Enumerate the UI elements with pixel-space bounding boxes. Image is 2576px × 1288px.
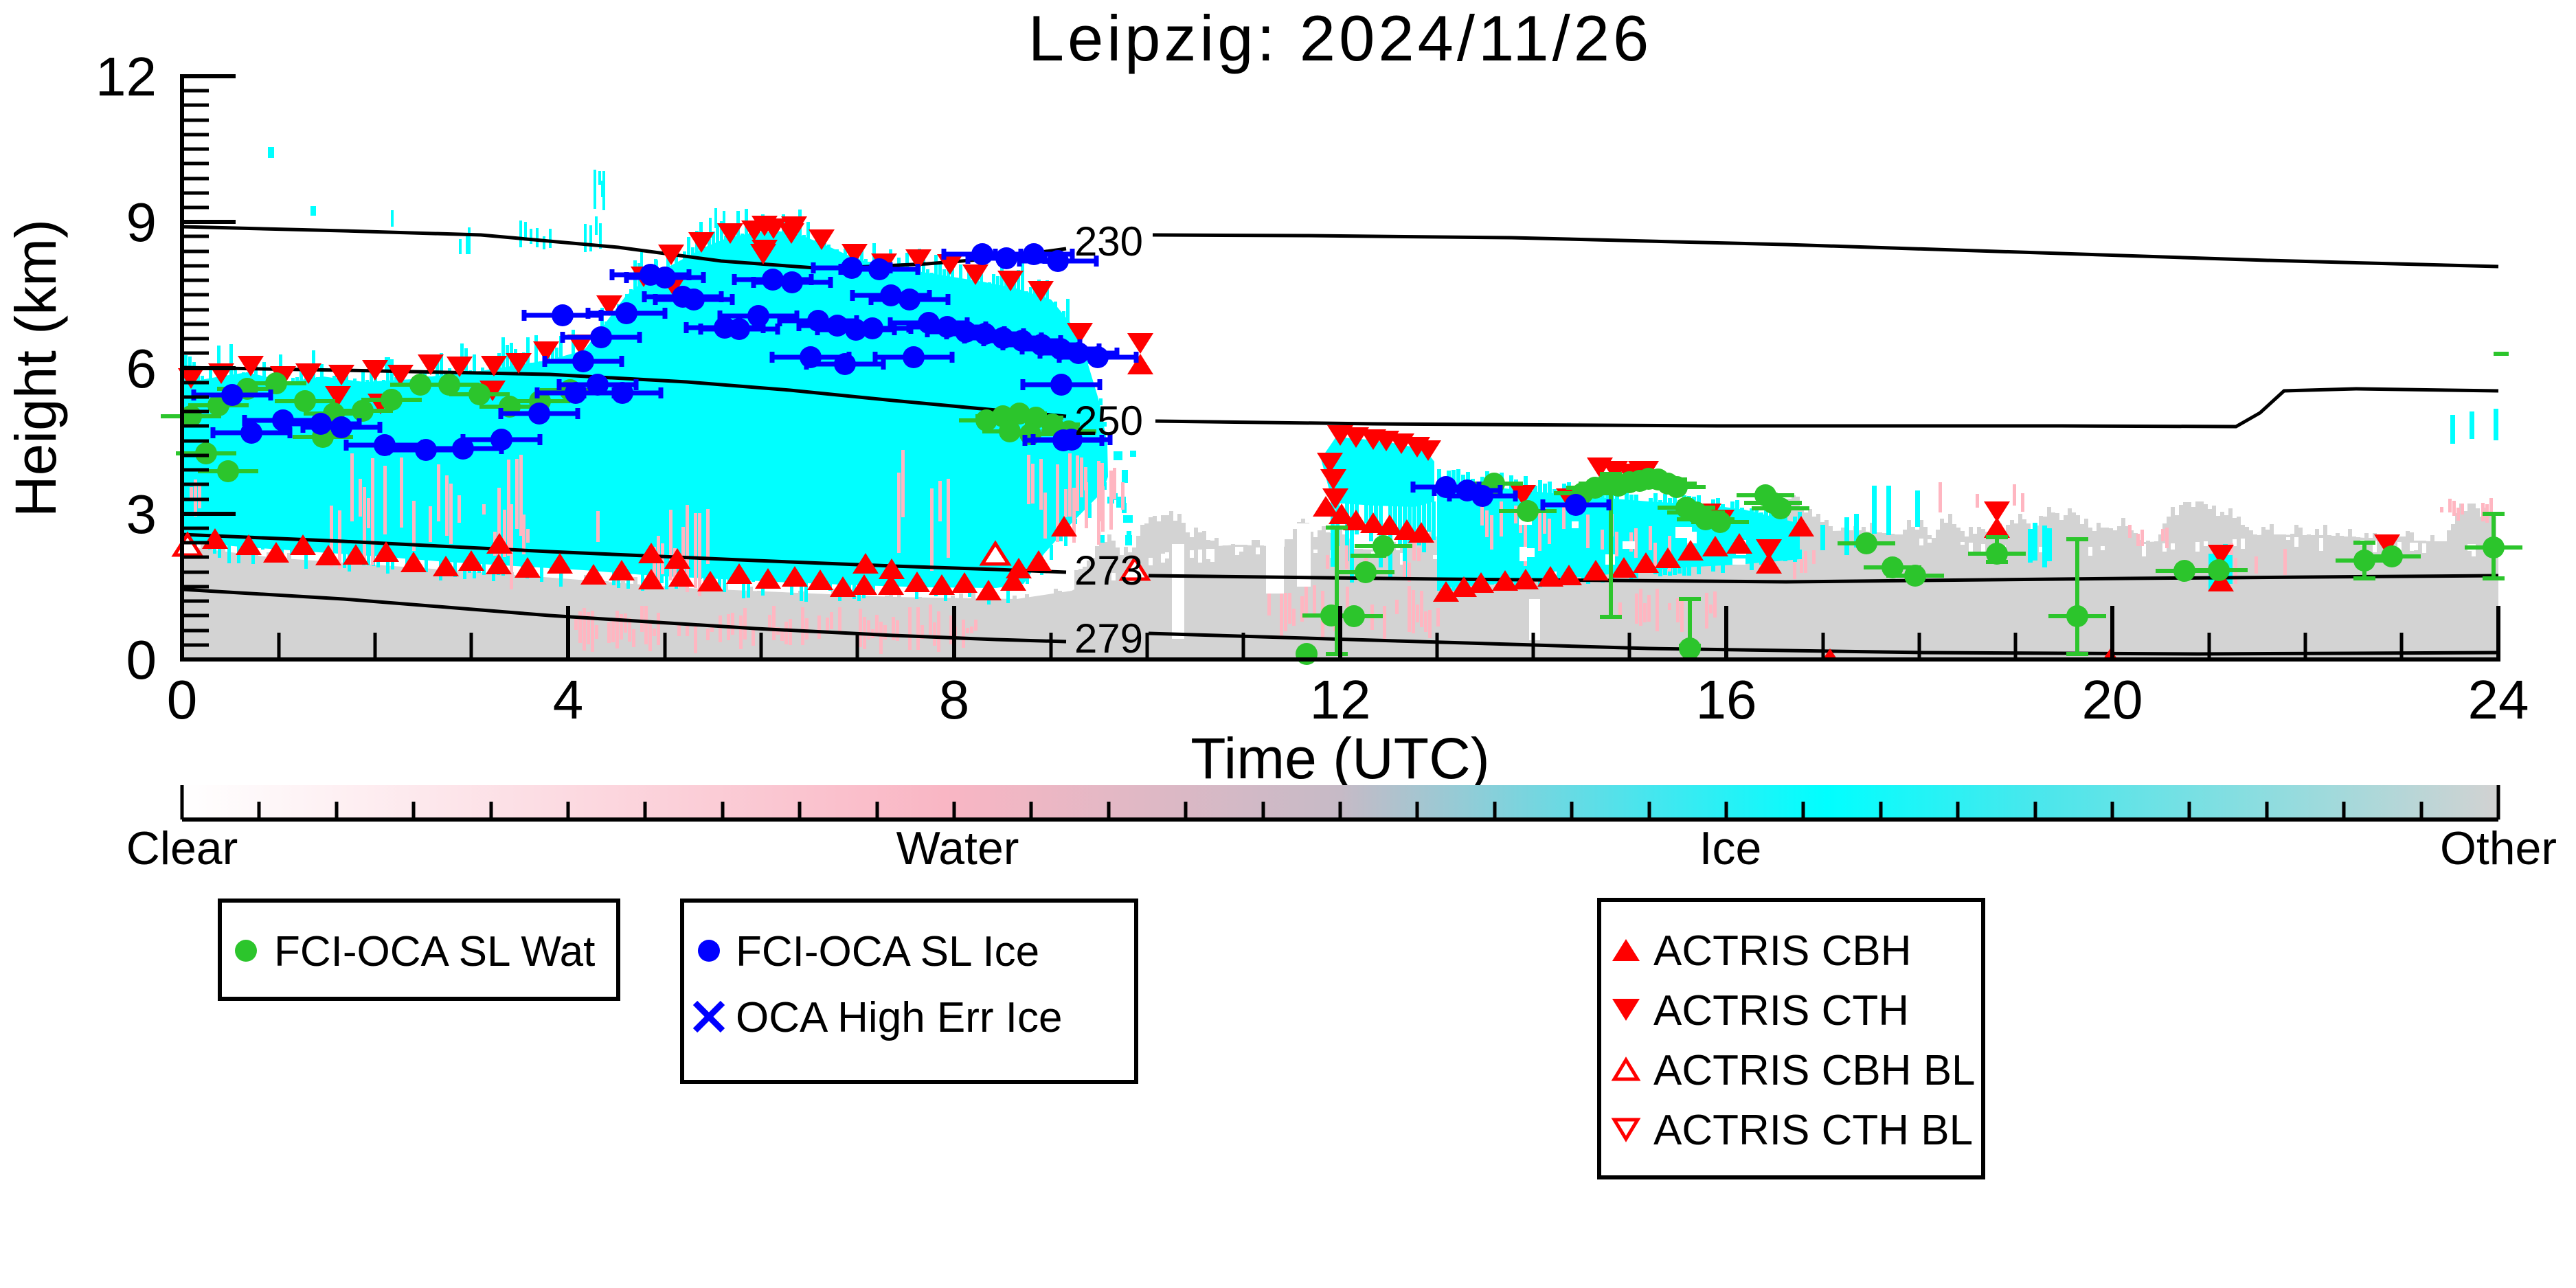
svg-text:ACTRIS CTH: ACTRIS CTH xyxy=(1653,987,1909,1035)
svg-text:230: 230 xyxy=(1074,218,1143,264)
svg-text:OCA High Err Ice: OCA High Err Ice xyxy=(736,994,1062,1041)
svg-text:Leipzig: 2024/11/26: Leipzig: 2024/11/26 xyxy=(1028,2,1653,74)
svg-text:ACTRIS CBH: ACTRIS CBH xyxy=(1653,927,1911,975)
svg-text:Height (km): Height (km) xyxy=(3,219,68,517)
svg-text:0: 0 xyxy=(167,669,198,730)
svg-text:8: 8 xyxy=(939,669,970,730)
svg-text:273: 273 xyxy=(1074,547,1143,594)
svg-text:Ice: Ice xyxy=(1699,822,1762,874)
svg-text:Other: Other xyxy=(2440,822,2557,874)
svg-text:Water: Water xyxy=(896,822,1019,874)
svg-text:0: 0 xyxy=(126,629,157,690)
svg-text:24: 24 xyxy=(2468,669,2529,730)
svg-text:ACTRIS CBH BL: ACTRIS CBH BL xyxy=(1653,1047,1976,1094)
svg-text:ACTRIS CTH BL: ACTRIS CTH BL xyxy=(1653,1107,1973,1154)
svg-text:FCI-OCA SL Wat: FCI-OCA SL Wat xyxy=(274,928,595,975)
svg-text:4: 4 xyxy=(553,669,584,730)
svg-text:9: 9 xyxy=(126,192,157,253)
svg-text:20: 20 xyxy=(2082,669,2143,730)
svg-text:12: 12 xyxy=(95,46,157,107)
svg-text:3: 3 xyxy=(126,484,157,545)
svg-text:Clear: Clear xyxy=(126,822,238,874)
svg-text:250: 250 xyxy=(1074,398,1143,444)
svg-text:Time (UTC): Time (UTC) xyxy=(1190,726,1489,791)
svg-text:12: 12 xyxy=(1310,669,1371,730)
svg-text:279: 279 xyxy=(1074,615,1143,662)
svg-text:6: 6 xyxy=(126,338,157,399)
svg-text:FCI-OCA SL Ice: FCI-OCA SL Ice xyxy=(736,928,1039,975)
svg-text:16: 16 xyxy=(1696,669,1757,730)
